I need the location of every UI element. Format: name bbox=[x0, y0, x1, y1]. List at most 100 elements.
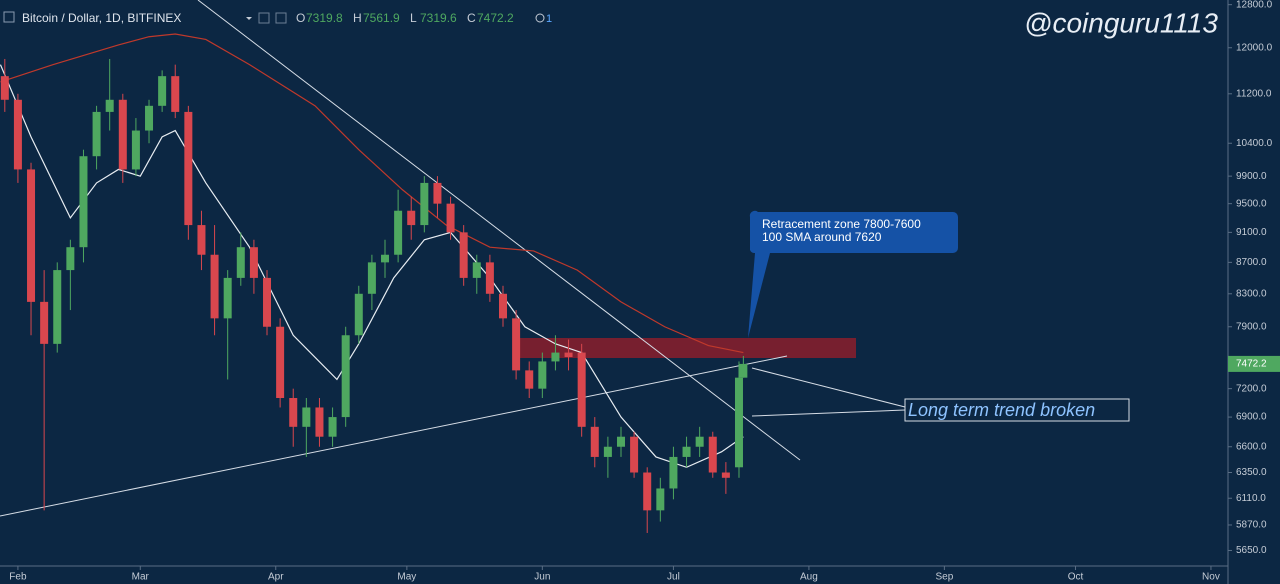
ohlc-prefix: C bbox=[467, 11, 476, 25]
dropdown-icon[interactable] bbox=[246, 17, 252, 20]
ohlc-value: 7561.9 bbox=[363, 11, 400, 25]
candle-body bbox=[643, 472, 652, 511]
candle-body bbox=[158, 76, 167, 106]
candle-body bbox=[302, 407, 311, 427]
last-price: 7472.2 bbox=[1236, 359, 1267, 370]
candle-body bbox=[13, 99, 22, 170]
candle-body bbox=[721, 472, 730, 478]
candle-body bbox=[630, 436, 639, 473]
y-tick-label: 8300.0 bbox=[1236, 288, 1267, 299]
y-tick-label: 12000.0 bbox=[1236, 42, 1273, 53]
alert-count: 1 bbox=[546, 13, 552, 25]
x-tick-label: Apr bbox=[268, 572, 284, 583]
y-tick-label: 10400.0 bbox=[1236, 138, 1273, 149]
candle-body bbox=[695, 436, 704, 447]
candle-body bbox=[197, 225, 206, 255]
y-tick-label: 9100.0 bbox=[1236, 227, 1267, 238]
candle-body bbox=[669, 456, 678, 489]
x-tick-label: Jul bbox=[667, 572, 680, 583]
candle-body bbox=[394, 210, 403, 255]
candle-body bbox=[616, 436, 625, 447]
candle-body bbox=[538, 361, 547, 389]
x-tick-label: Oct bbox=[1068, 572, 1084, 583]
trend-line bbox=[197, 0, 801, 461]
candle-body bbox=[564, 352, 573, 357]
ohlc-value: 7472.2 bbox=[477, 11, 514, 25]
candle-body bbox=[236, 247, 245, 278]
candle-body bbox=[53, 270, 62, 344]
candle-body bbox=[577, 352, 586, 427]
candle-body bbox=[682, 446, 691, 457]
hide-icon[interactable] bbox=[275, 12, 287, 24]
y-tick-label: 12800.0 bbox=[1236, 0, 1273, 10]
watermark: @coinguru1113 bbox=[1024, 7, 1218, 38]
y-tick-label: 6600.0 bbox=[1236, 441, 1267, 452]
y-tick-label: 6350.0 bbox=[1236, 467, 1267, 478]
candle-body bbox=[328, 417, 337, 437]
x-tick-label: May bbox=[397, 572, 416, 583]
candle-body bbox=[381, 254, 390, 263]
trend-line bbox=[0, 355, 788, 517]
candle-body bbox=[184, 111, 193, 226]
candle-body bbox=[459, 232, 468, 278]
candle-body bbox=[512, 318, 521, 371]
candle-body bbox=[734, 377, 743, 468]
candle-body bbox=[656, 488, 665, 511]
candle-body bbox=[223, 277, 232, 319]
y-tick-label: 5650.0 bbox=[1236, 545, 1267, 556]
ohlc-prefix: H bbox=[353, 11, 362, 25]
candle-body bbox=[263, 277, 272, 327]
note-box bbox=[904, 398, 1130, 422]
note: Long term trend broken bbox=[908, 400, 1095, 420]
x-tick-label: Jun bbox=[534, 572, 550, 583]
candle-body bbox=[433, 182, 442, 204]
candle-body bbox=[407, 210, 416, 226]
candle-body bbox=[341, 335, 350, 418]
candle-body bbox=[739, 363, 748, 378]
candle-body bbox=[472, 262, 481, 278]
candle-body bbox=[249, 247, 258, 278]
ohlc-value: 7319.6 bbox=[420, 11, 457, 25]
candle-body bbox=[171, 76, 180, 112]
y-tick-label: 7200.0 bbox=[1236, 383, 1267, 394]
retracement-zone bbox=[520, 338, 856, 358]
ohlc-prefix: L bbox=[410, 11, 417, 25]
candle-body bbox=[131, 130, 140, 170]
settings-icon[interactable] bbox=[258, 12, 270, 24]
candle-body bbox=[315, 407, 324, 437]
candle-body bbox=[27, 169, 36, 302]
alert-icon[interactable] bbox=[535, 13, 545, 23]
menu-icon[interactable] bbox=[3, 11, 15, 23]
candle-body bbox=[498, 293, 507, 319]
candle-body bbox=[354, 293, 363, 336]
candle-body bbox=[289, 398, 298, 427]
x-tick-label: Feb bbox=[9, 572, 27, 583]
candle-body bbox=[145, 105, 154, 131]
callout-box bbox=[748, 210, 958, 338]
candle-body bbox=[420, 182, 429, 226]
candle-body bbox=[525, 370, 534, 389]
y-tick-label: 9500.0 bbox=[1236, 198, 1267, 209]
x-tick-label: Sep bbox=[935, 572, 953, 583]
y-tick-label: 8700.0 bbox=[1236, 257, 1267, 268]
candle-body bbox=[118, 99, 127, 170]
last-price-badge bbox=[1228, 355, 1280, 372]
ohlc-prefix: O bbox=[296, 11, 305, 25]
x-tick-label: Mar bbox=[132, 572, 150, 583]
callout-line: Retracement zone 7800-7600 bbox=[762, 217, 921, 231]
candle-body bbox=[446, 203, 455, 233]
candle-body bbox=[210, 254, 219, 319]
candle-body bbox=[40, 301, 49, 344]
arrow bbox=[751, 367, 906, 408]
candle-body bbox=[485, 262, 494, 294]
ohlc-legend: O 7319.8 H 7561.9 L 7319.6 C 7472.2 bbox=[296, 11, 514, 25]
y-tick-label: 5870.0 bbox=[1236, 520, 1267, 531]
chart-title: Bitcoin / Dollar, 1D, BITFINEX bbox=[22, 11, 181, 25]
y-tick-label: 7900.0 bbox=[1236, 321, 1267, 332]
candle-body bbox=[0, 76, 9, 100]
candle-body bbox=[92, 111, 101, 157]
plot bbox=[0, 33, 748, 533]
